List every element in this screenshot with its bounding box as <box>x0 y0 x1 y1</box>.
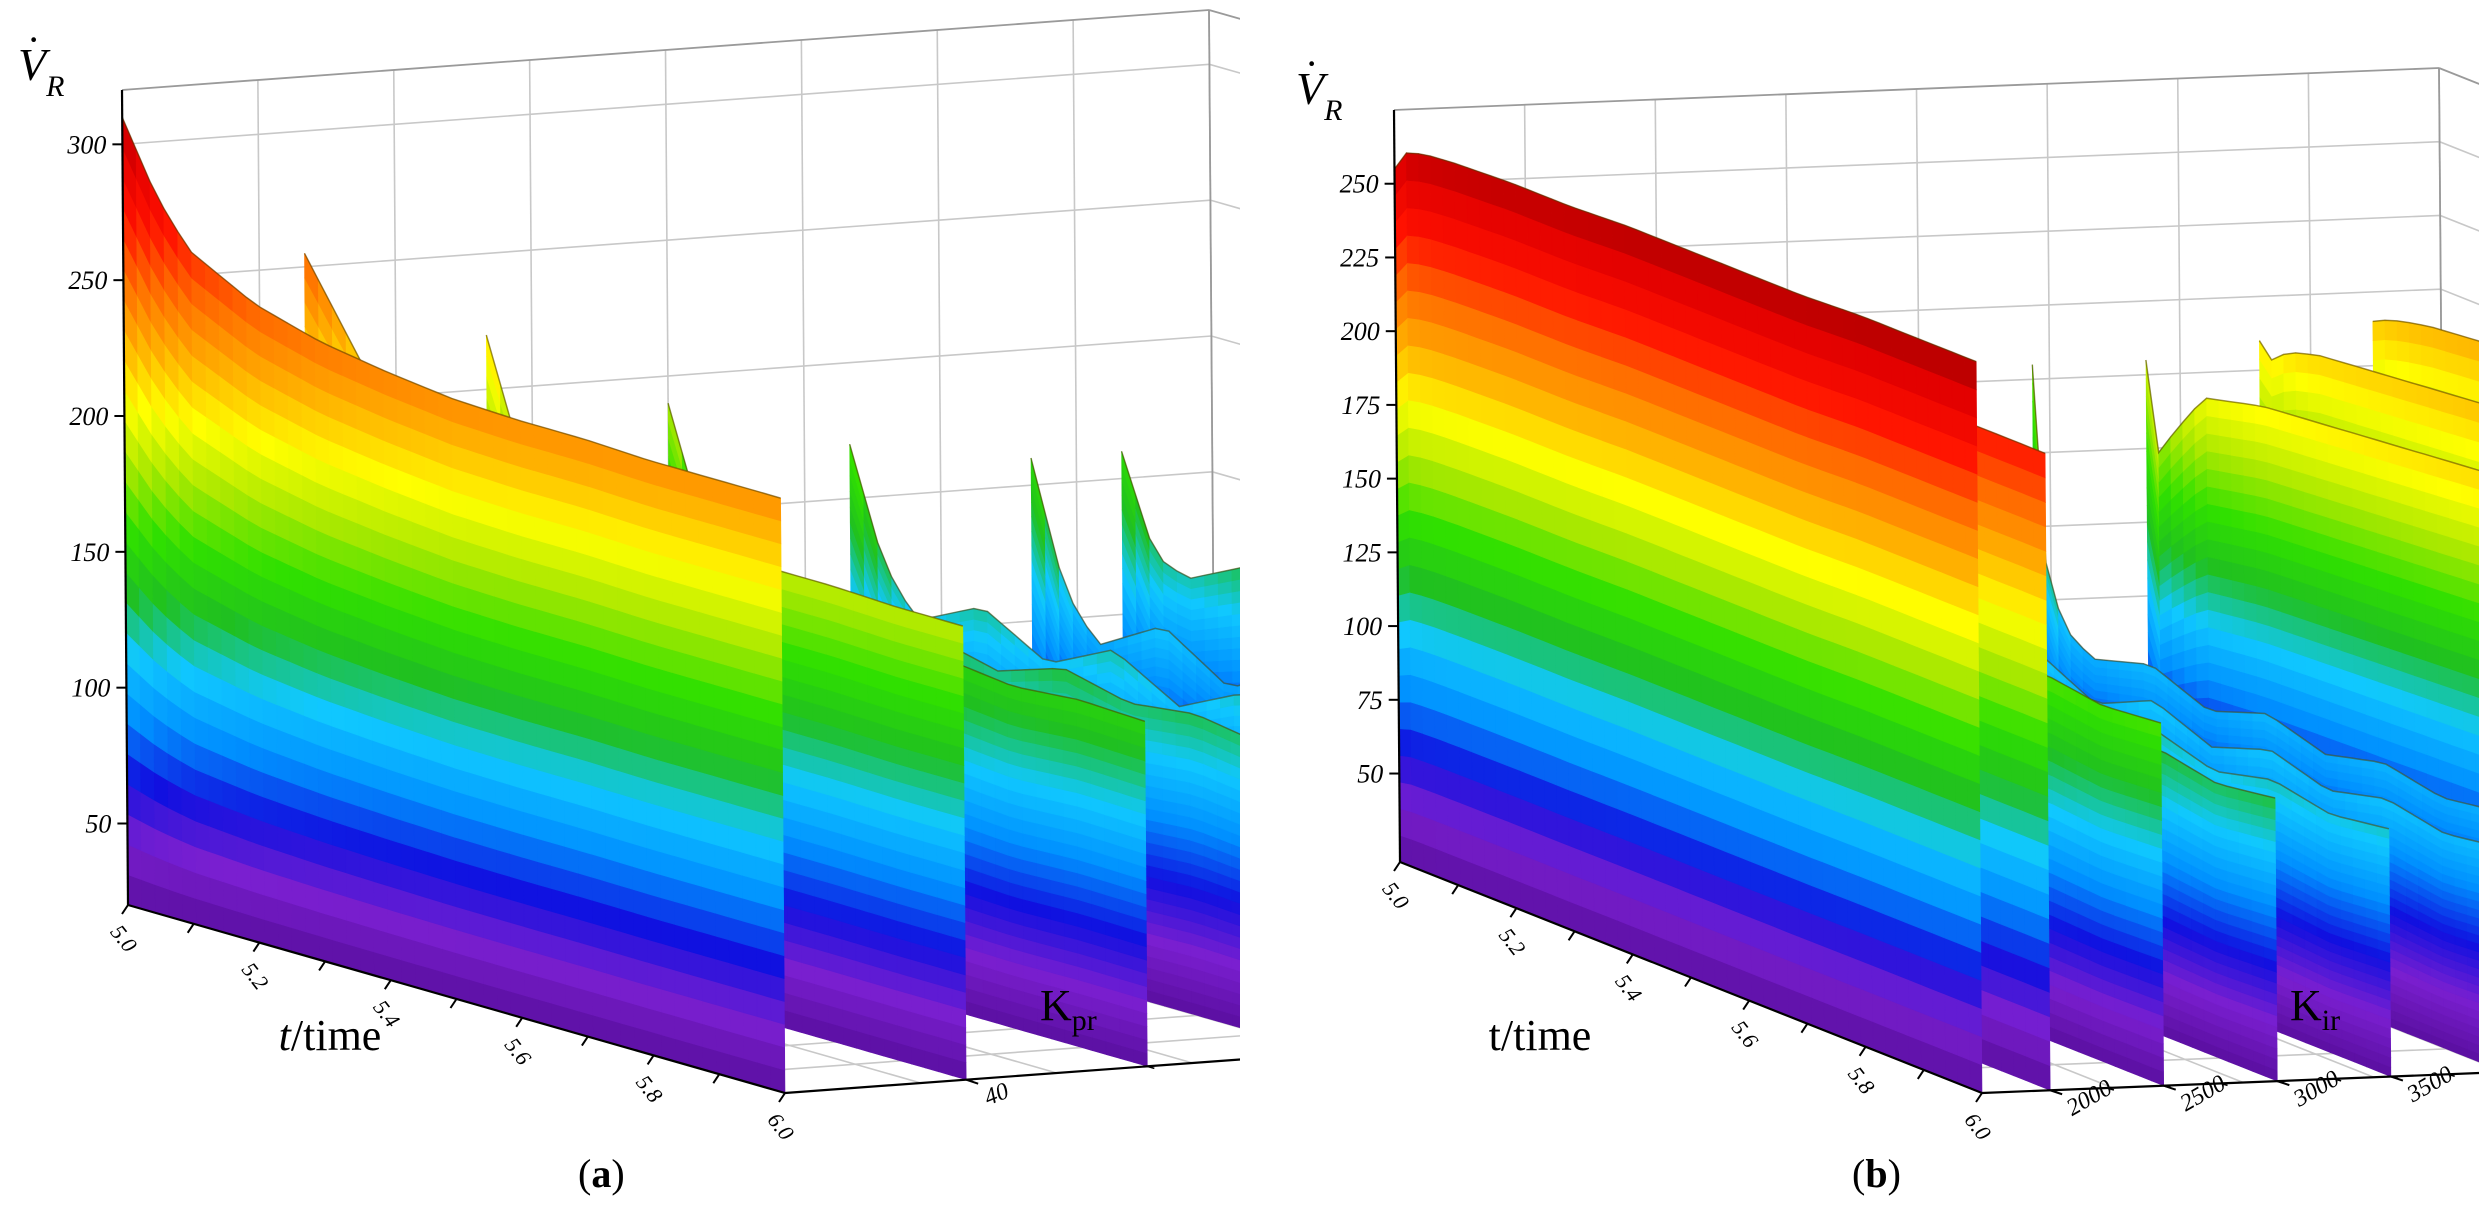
surface-chart-a: 501001502002503005.05.25.45.65.86.040608… <box>66 9 1240 1145</box>
surface-patch <box>1218 614 1233 628</box>
surface-patch <box>1052 680 1067 694</box>
surface-patch <box>1231 579 1240 593</box>
surface-patch <box>1232 659 1240 672</box>
surface-patch <box>1218 625 1233 639</box>
surface-patch <box>1231 613 1240 627</box>
surface-ridge-line <box>1120 451 1240 579</box>
surface-patch <box>1232 636 1240 649</box>
surface-patch <box>1233 715 1240 727</box>
surface-a <box>121 116 1240 1094</box>
surface-patch <box>1052 668 1067 682</box>
surface-patch <box>1190 618 1206 632</box>
frame-line <box>121 9 1210 91</box>
plot-area-a: 501001502002503005.05.25.45.65.86.040608… <box>66 9 1240 1145</box>
surface-patch <box>1231 647 1240 661</box>
frame-line <box>1208 9 1240 20</box>
surface-ridge-line <box>848 443 1240 708</box>
surface-patch <box>1218 648 1233 662</box>
surface-patch <box>1233 704 1240 716</box>
surface-patch <box>1231 590 1240 604</box>
surface-patch <box>1190 628 1206 642</box>
surface-patch <box>1204 638 1220 652</box>
surface-patch <box>1204 627 1219 641</box>
surface-patch <box>1218 636 1233 650</box>
surface-patch <box>1038 680 1054 693</box>
surface-patch <box>1237 684 1240 695</box>
grid-line <box>122 63 1240 146</box>
surface-ridge-line <box>1030 457 1240 687</box>
surface-patch <box>1231 624 1240 638</box>
surface-patch <box>1190 639 1206 653</box>
surface-patch <box>1204 616 1219 630</box>
surface-patch <box>1233 694 1240 706</box>
surface-patch <box>1204 649 1220 662</box>
surface-patch <box>1011 669 1026 683</box>
chart-panel-a: 501001502002503005.05.25.45.65.86.040608… <box>18 9 1240 1196</box>
surface-patch <box>1024 668 1040 682</box>
surface-patch <box>1232 670 1240 683</box>
surface-patch <box>1231 567 1240 582</box>
surface-patch <box>1231 601 1240 616</box>
surface-patch <box>1038 668 1053 682</box>
surface-patch <box>1218 659 1233 673</box>
